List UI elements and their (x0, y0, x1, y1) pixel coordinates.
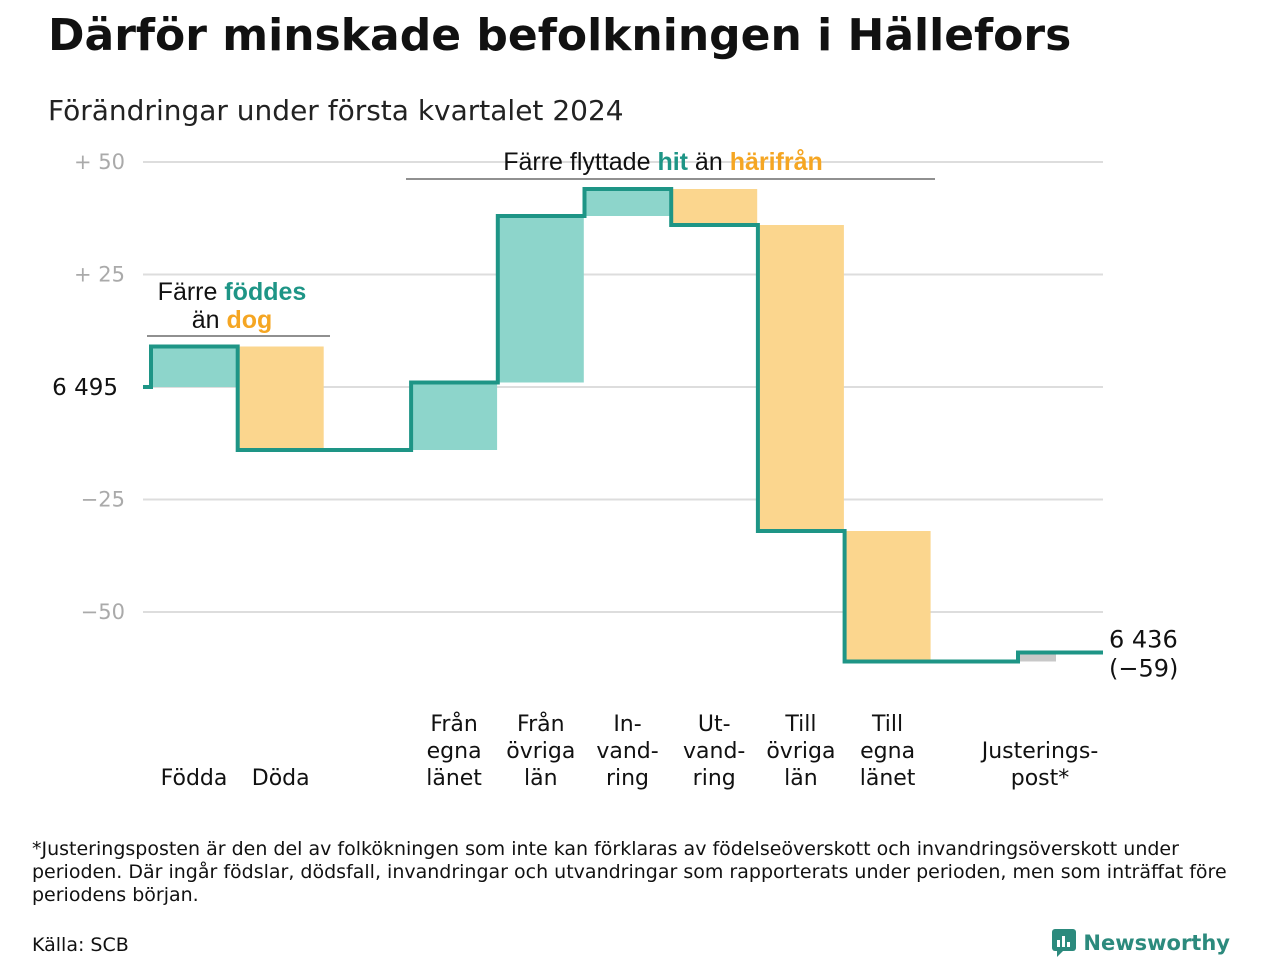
category-label: län (784, 766, 818, 791)
category-label: ring (693, 766, 736, 791)
category-label: länet (426, 766, 482, 791)
population-step-line (143, 187, 1103, 664)
category-label: egna (427, 739, 482, 764)
category-label: ring (606, 766, 649, 791)
chart-subtitle: Förändringar under första kvartalet 2024 (48, 94, 624, 127)
bar-från-egna-länet (411, 382, 498, 450)
category-label: övriga (766, 739, 835, 764)
annotation-part: hit (657, 148, 688, 176)
bar-till-egna-länet (844, 531, 931, 662)
category-label: länet (860, 766, 916, 791)
category-label: län (524, 766, 558, 791)
category-label: egna (860, 739, 915, 764)
category-label: Från (430, 711, 478, 737)
bar-utvandring (671, 189, 758, 225)
category-label: vand- (683, 739, 745, 764)
chart-title: Därför minskade befolkningen i Hällefors (48, 10, 1072, 61)
bar-från-övriga-län (497, 216, 584, 383)
end-change-label: (−59) (1109, 655, 1178, 683)
end-value-label: 6 436 (1109, 626, 1178, 654)
annotation-part: än (192, 306, 227, 334)
source-label: Källa: SCB (32, 934, 129, 956)
annotation-part: härifrån (730, 148, 823, 176)
bar-födda (151, 346, 237, 387)
brand: Newsworthy (1051, 928, 1230, 958)
category-label: övriga (506, 739, 575, 764)
category-label: Till (871, 712, 903, 737)
bar-invandring (584, 189, 671, 216)
brand-name: Newsworthy (1083, 931, 1230, 955)
y-tick-label: −25 (81, 488, 125, 512)
category-label: Födda (161, 766, 228, 791)
y-tick-label: −50 (81, 600, 125, 624)
category-label: Till (784, 712, 816, 737)
category-label: Justerings- (980, 739, 1099, 764)
footnote: *Justeringsposten är den del av folkökni… (32, 838, 1227, 906)
annotation-part: dog (226, 306, 272, 334)
category-label: post* (1011, 766, 1070, 791)
annotation-births: Färre föddes (158, 278, 307, 306)
bar-till-övriga-län (757, 225, 844, 531)
annotation-part: Färre flyttade (503, 148, 657, 176)
annotation-births: än dog (192, 306, 273, 334)
bar-döda (237, 346, 324, 450)
annotation-part: än (688, 148, 730, 176)
category-label: vand- (596, 739, 658, 764)
annotation-part: föddes (224, 278, 306, 306)
bar-justeringspost- (1018, 652, 1056, 662)
y-tick-label: + 50 (74, 150, 125, 174)
category-label: Döda (252, 766, 310, 791)
annotation-migration: Färre flyttade hit än härifrån (503, 148, 823, 176)
newsworthy-logo-icon (1052, 929, 1077, 957)
start-value-label: 6 495 (52, 375, 118, 401)
category-label: In- (613, 712, 641, 737)
annotation-part: Färre (158, 278, 225, 306)
category-label: Ut- (698, 712, 731, 737)
y-tick-label: + 25 (74, 263, 125, 287)
category-label: Från (517, 711, 565, 737)
